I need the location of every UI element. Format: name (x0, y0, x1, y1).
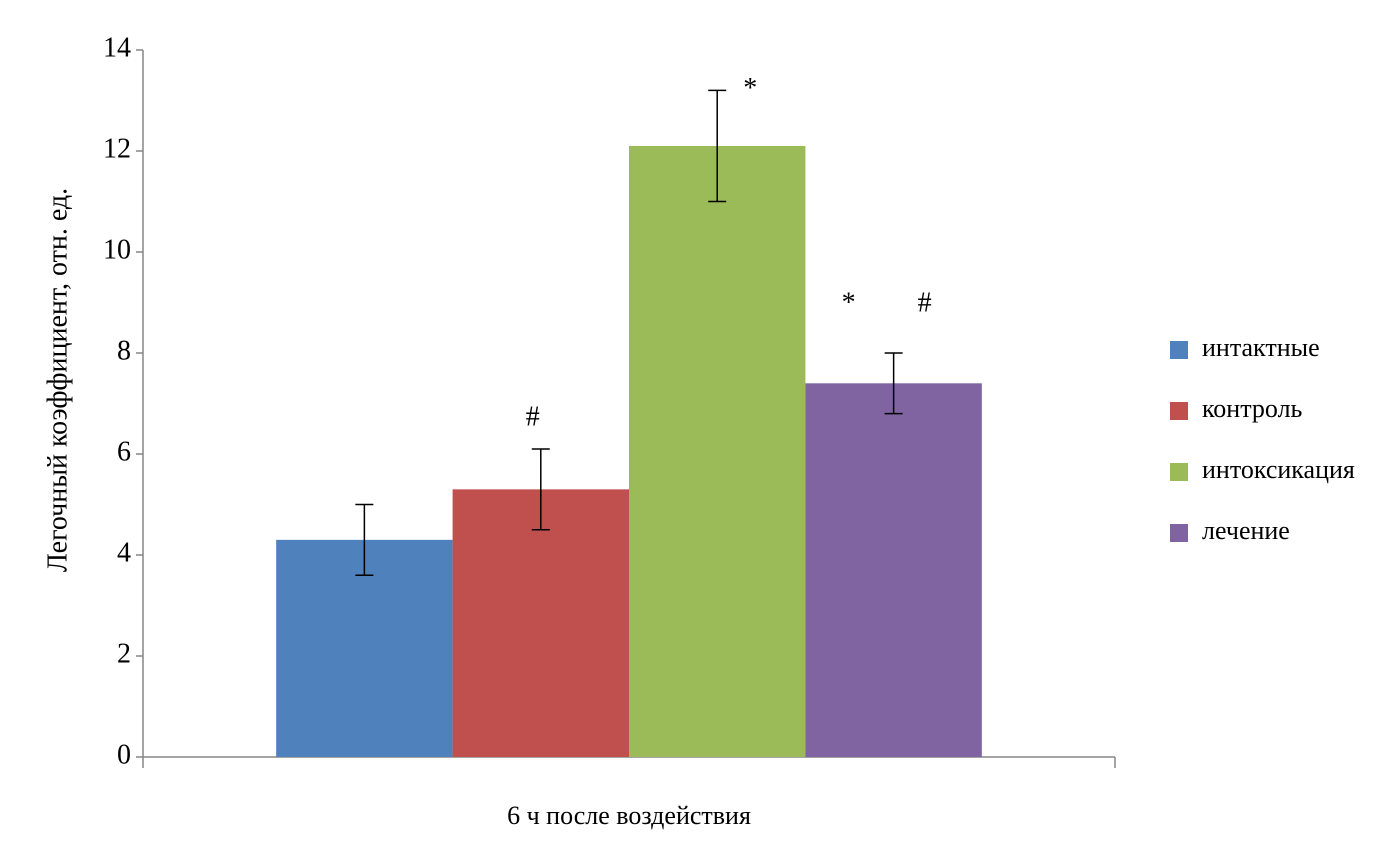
bar (276, 539, 453, 757)
y-tick-label: 14 (103, 32, 131, 63)
error-bar (355, 503, 374, 576)
legend-label: лечение (1202, 516, 1290, 545)
legend-swatch (1170, 341, 1188, 359)
y-tick-label: 8 (117, 335, 131, 366)
y-tick-label: 0 (117, 739, 131, 770)
legend-label: контроль (1202, 394, 1303, 423)
y-tick-label: 6 (117, 436, 131, 467)
legend-swatch (1170, 524, 1188, 542)
y-tick-label: 10 (103, 234, 131, 265)
x-tick-label: 6 ч после воздействия (507, 801, 751, 830)
bar (452, 489, 629, 757)
y-tick-label: 12 (103, 133, 131, 164)
error-bar (531, 448, 550, 531)
y-axis-title: Легочный коэффициент, отн. ед. (42, 188, 73, 572)
legend-label: интоксикация (1202, 455, 1355, 484)
annotation: # (918, 287, 932, 318)
legend-label: интактные (1202, 333, 1320, 362)
error-bar (708, 89, 727, 203)
error-bar (884, 352, 903, 415)
annotation: * (743, 73, 757, 104)
annotation: # (526, 401, 540, 432)
legend-swatch (1170, 463, 1188, 481)
legend-swatch (1170, 402, 1188, 420)
y-tick-label: 2 (117, 638, 131, 669)
bar (629, 145, 806, 757)
annotation: * (842, 287, 856, 318)
bar (805, 383, 982, 757)
y-tick-label: 4 (117, 537, 131, 568)
